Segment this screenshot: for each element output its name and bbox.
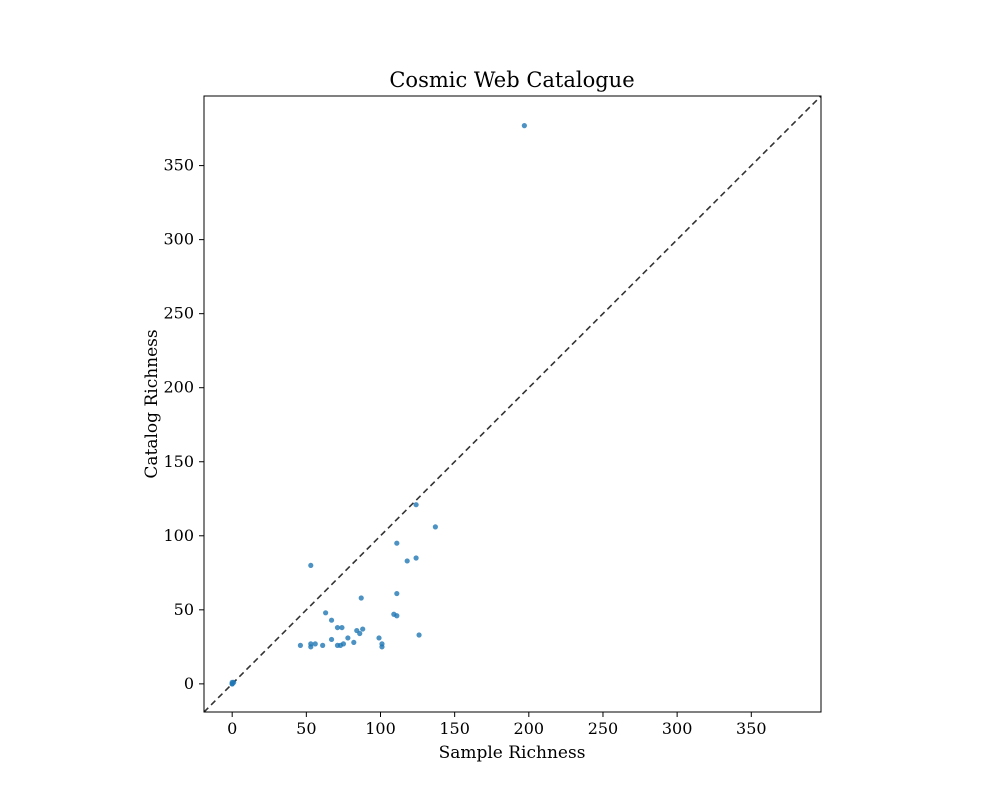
y-tick-label: 350: [163, 156, 194, 175]
data-point: [323, 610, 329, 616]
data-point: [328, 617, 335, 623]
y-tick-label: 200: [163, 378, 194, 397]
data-point: [413, 502, 419, 508]
data-point: [394, 613, 400, 619]
chart-title: Cosmic Web Catalogue: [389, 68, 634, 92]
data-point: [312, 641, 318, 647]
data-point: [334, 624, 341, 631]
data-point: [320, 642, 326, 648]
plot-frame: [203, 95, 822, 713]
data-point: [376, 635, 382, 641]
data-point: [358, 595, 364, 601]
data-point: [521, 123, 527, 129]
x-tick-label: 350: [736, 719, 767, 738]
x-tick-label: 250: [588, 719, 619, 738]
plot-area: 0 50 100 150 200 250 300 350 0 50 100 150 200 250 300 3…: [163, 95, 822, 738]
data-point: [360, 626, 366, 632]
data-point: [339, 624, 345, 631]
data-point: [340, 641, 347, 647]
x-tick-label: 50: [296, 719, 316, 738]
y-tick-label: 0: [184, 674, 194, 693]
x-axis-label: Sample Richness: [439, 743, 586, 763]
y-tick-label: 100: [163, 526, 194, 545]
data-point: [328, 636, 335, 643]
data-point: [416, 632, 422, 638]
data-point: [394, 590, 400, 597]
data-point: [413, 555, 419, 561]
data-point: [308, 644, 314, 650]
data-point: [357, 630, 363, 637]
data-point: [404, 558, 410, 564]
data-point: [379, 644, 385, 650]
y-tick-label: 250: [163, 304, 194, 323]
data-point: [345, 635, 351, 641]
x-tick-label: 0: [227, 719, 237, 738]
x-tick-label: 150: [439, 719, 470, 738]
reference-line: [204, 96, 821, 712]
y-tick-label: 150: [163, 452, 194, 471]
x-tick-label: 200: [514, 719, 545, 738]
data-point: [308, 562, 314, 569]
data-point: [351, 639, 357, 646]
y-tick-label: 50: [174, 600, 194, 619]
data-point: [297, 642, 304, 648]
data-point: [229, 679, 235, 685]
x-tick-label: 100: [365, 719, 396, 738]
x-tick-label: 300: [662, 719, 693, 738]
y-tick-label: 300: [163, 230, 194, 249]
data-point: [432, 524, 438, 530]
data-point: [394, 540, 400, 546]
y-axis-label: Catalog Richness: [142, 329, 162, 478]
